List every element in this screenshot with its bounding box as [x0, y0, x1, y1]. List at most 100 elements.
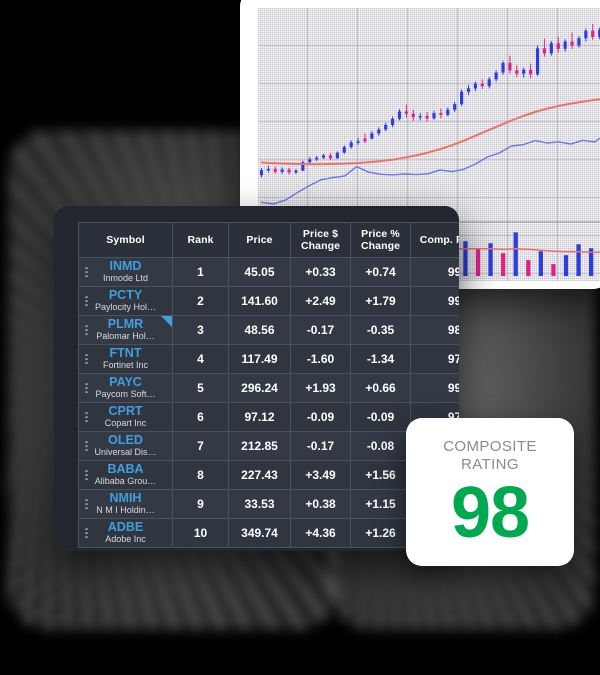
- symbol-ticker: FTNT: [109, 346, 142, 361]
- cell-price-percent: +1.26: [350, 518, 411, 548]
- cell-price-percent: +1.56: [350, 460, 411, 490]
- table-row[interactable]: PAYC Paycom Soft… 5 296.24 +1.93 +0.66 99: [78, 373, 459, 403]
- cell-price-percent: -1.34: [350, 344, 411, 374]
- cell-rank: 6: [172, 402, 229, 432]
- cell-price-percent: -0.35: [350, 315, 411, 345]
- symbol-company-name: N M I Holdin…: [96, 505, 155, 516]
- cell-comp-rating: 99: [410, 257, 459, 287]
- cell-rank: 10: [172, 518, 229, 548]
- cell-price: 141.60: [228, 286, 291, 316]
- cell-comp-rating: 97: [410, 344, 459, 374]
- drag-handle-icon[interactable]: [85, 439, 88, 453]
- cell-price-change: +0.38: [290, 489, 351, 519]
- symbol-ticker: INMD: [109, 259, 142, 274]
- composite-rating-card: COMPOSITE RATING 98: [406, 418, 574, 566]
- column-header-comp-rating[interactable]: Comp. Rating: [410, 222, 459, 258]
- cell-price: 45.05: [228, 257, 291, 287]
- cell-price: 33.53: [228, 489, 291, 519]
- symbol-company-name: Inmode Ltd: [102, 273, 149, 284]
- drag-handle-icon[interactable]: [85, 352, 88, 366]
- price-percent-line2: Change: [360, 240, 401, 252]
- column-header-symbol[interactable]: Symbol: [78, 222, 173, 258]
- drag-handle-icon[interactable]: [85, 497, 88, 511]
- cell-price: 349.74: [228, 518, 291, 548]
- cell-symbol[interactable]: PCTY Paylocity Hol…: [78, 286, 173, 316]
- table-row[interactable]: PLMR Palomar Hol… 3 48.56 -0.17 -0.35 98: [78, 315, 459, 345]
- cell-comp-rating: 98: [410, 315, 459, 345]
- cell-rank: 4: [172, 344, 229, 374]
- cell-rank: 8: [172, 460, 229, 490]
- cell-symbol[interactable]: OLED Universal Dis…: [78, 431, 173, 461]
- symbol-ticker: CPRT: [108, 404, 143, 419]
- cell-symbol[interactable]: CPRT Copart Inc: [78, 402, 173, 432]
- cell-rank: 9: [172, 489, 229, 519]
- drag-handle-icon[interactable]: [85, 468, 88, 482]
- drag-handle-icon[interactable]: [85, 265, 88, 279]
- cell-price: 48.56: [228, 315, 291, 345]
- column-header-rank[interactable]: Rank: [172, 222, 229, 258]
- symbol-company-name: Fortinet Inc: [102, 360, 149, 371]
- column-header-price-percent[interactable]: Price % Change: [350, 222, 411, 258]
- symbol-ticker: OLED: [108, 433, 143, 448]
- cell-price-change: +4.36: [290, 518, 351, 548]
- symbol-ticker: PCTY: [108, 288, 143, 303]
- drag-handle-icon[interactable]: [85, 381, 88, 395]
- symbol-company-name: Alibaba Grou…: [94, 476, 157, 487]
- cell-rank: 5: [172, 373, 229, 403]
- cell-symbol[interactable]: NMIH N M I Holdin…: [78, 489, 173, 519]
- drag-handle-icon[interactable]: [85, 323, 88, 337]
- cell-rank: 2: [172, 286, 229, 316]
- cell-rank: 7: [172, 431, 229, 461]
- table-header-row: Symbol Rank Price Price $ Change Price %…: [78, 222, 459, 258]
- price-percent-line1: Price %: [361, 227, 400, 240]
- table-row[interactable]: FTNT Fortinet Inc 4 117.49 -1.60 -1.34 97: [78, 344, 459, 374]
- cell-comp-rating: 99: [410, 373, 459, 403]
- cell-symbol[interactable]: BABA Alibaba Grou…: [78, 460, 173, 490]
- table-row[interactable]: PCTY Paylocity Hol… 2 141.60 +2.49 +1.79 99: [78, 286, 459, 316]
- symbol-company-name: Universal Dis…: [94, 447, 157, 458]
- symbol-ticker: ADBE: [107, 520, 144, 535]
- price-change-line1: Price $: [302, 227, 339, 240]
- drag-handle-icon[interactable]: [85, 410, 88, 424]
- cell-price-change: -0.17: [290, 431, 351, 461]
- symbol-company-name: Paycom Soft…: [95, 389, 156, 400]
- cell-symbol[interactable]: FTNT Fortinet Inc: [78, 344, 173, 374]
- cell-comp-rating: 99: [410, 286, 459, 316]
- symbol-ticker: NMIH: [109, 491, 142, 506]
- corner-flag-icon: [161, 316, 172, 327]
- table-row[interactable]: NMIH N M I Holdin… 9 33.53 +0.38 +1.15: [78, 489, 459, 519]
- table-row[interactable]: OLED Universal Dis… 7 212.85 -0.17 -0.08: [78, 431, 459, 461]
- cell-symbol[interactable]: PAYC Paycom Soft…: [78, 373, 173, 403]
- cell-price: 117.49: [228, 344, 291, 374]
- stock-table-body: INMD Inmode Ltd 1 45.05 +0.33 +0.74 99 PCTY Payl…: [78, 257, 459, 548]
- symbol-company-name: Paylocity Hol…: [94, 302, 157, 313]
- cell-price: 227.43: [228, 460, 291, 490]
- cell-price-change: -1.60: [290, 344, 351, 374]
- composite-rating-label: COMPOSITE RATING: [443, 438, 537, 473]
- composite-rating-label-line1: COMPOSITE: [443, 438, 537, 455]
- table-row[interactable]: ADBE Adobe Inc 10 349.74 +4.36 +1.26: [78, 518, 459, 548]
- column-header-price-change[interactable]: Price $ Change: [290, 222, 351, 258]
- symbol-company-name: Adobe Inc: [105, 534, 146, 545]
- cell-symbol[interactable]: ADBE Adobe Inc: [78, 518, 173, 548]
- table-row[interactable]: INMD Inmode Ltd 1 45.05 +0.33 +0.74 99: [78, 257, 459, 287]
- cell-price: 296.24: [228, 373, 291, 403]
- cell-price-percent: +1.79: [350, 286, 411, 316]
- symbol-ticker: PLMR: [107, 317, 144, 332]
- cell-symbol[interactable]: PLMR Palomar Hol…: [78, 315, 173, 345]
- cell-symbol[interactable]: INMD Inmode Ltd: [78, 257, 173, 287]
- table-row[interactable]: BABA Alibaba Grou… 8 227.43 +3.49 +1.56: [78, 460, 459, 490]
- table-row[interactable]: CPRT Copart Inc 6 97.12 -0.09 -0.09 97: [78, 402, 459, 432]
- column-header-price[interactable]: Price: [228, 222, 291, 258]
- drag-handle-icon[interactable]: [85, 526, 88, 540]
- cell-rank: 3: [172, 315, 229, 345]
- cell-price-change: +2.49: [290, 286, 351, 316]
- drag-handle-icon[interactable]: [85, 294, 88, 308]
- stock-table-container[interactable]: Symbol Rank Price Price $ Change Price %…: [78, 222, 459, 548]
- symbol-company-name: Palomar Hol…: [96, 331, 155, 342]
- cell-price-change: +3.49: [290, 460, 351, 490]
- symbol-ticker: PAYC: [109, 375, 142, 390]
- symbol-ticker: BABA: [107, 462, 144, 477]
- cell-price-percent: -0.08: [350, 431, 411, 461]
